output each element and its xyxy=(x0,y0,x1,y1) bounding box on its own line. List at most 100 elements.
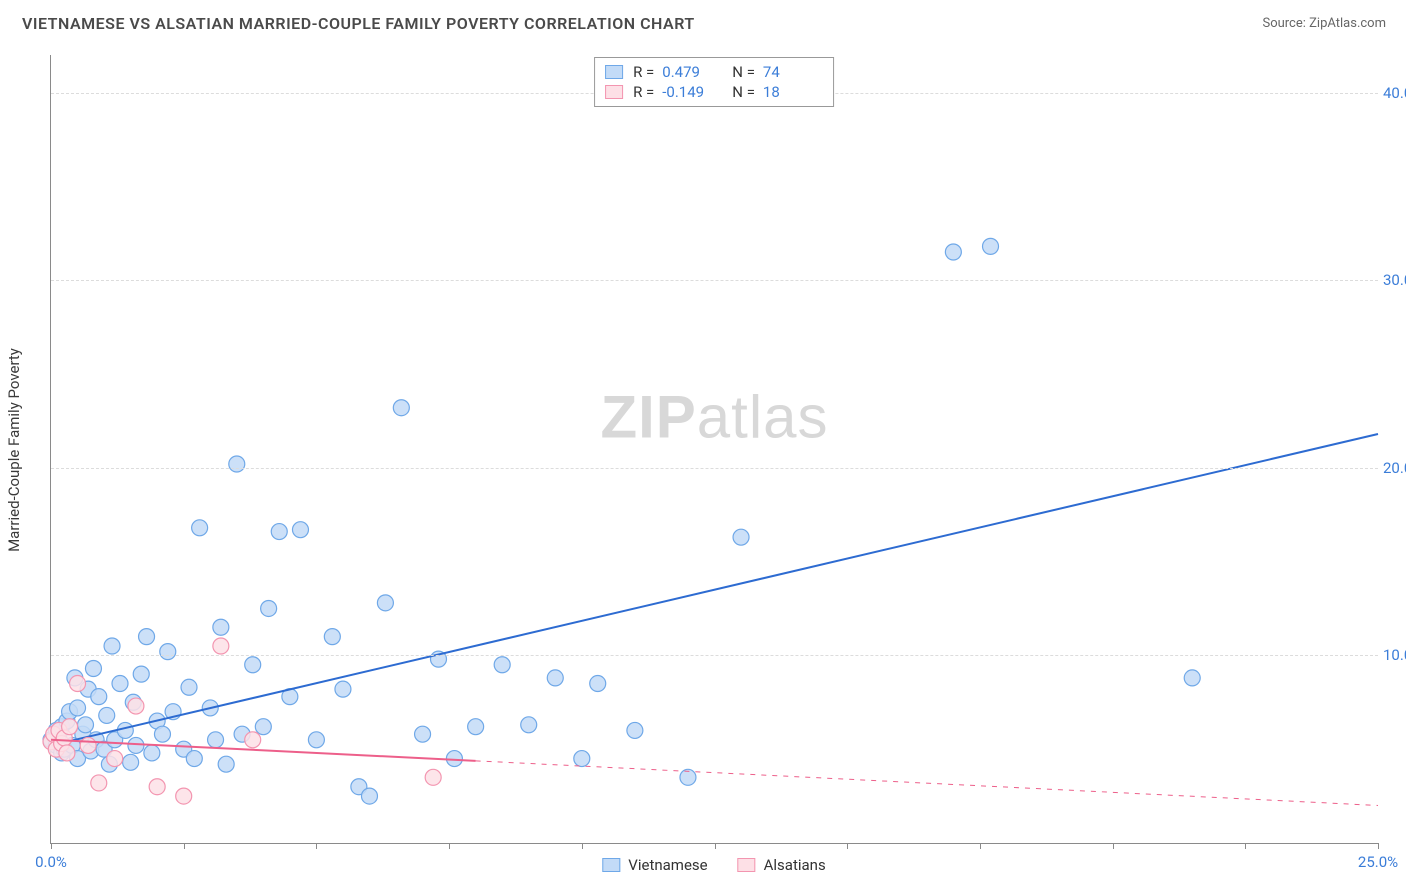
data-point xyxy=(261,600,277,616)
data-point xyxy=(62,719,78,735)
series-legend: Vietnamese Alsatians xyxy=(602,856,825,874)
data-point xyxy=(91,689,107,705)
data-point xyxy=(521,717,537,733)
data-point xyxy=(292,522,308,538)
data-point xyxy=(78,717,94,733)
data-point xyxy=(468,719,484,735)
legend-swatch xyxy=(605,85,623,99)
source-label: Source: ZipAtlas.com xyxy=(1262,16,1386,31)
data-point xyxy=(144,745,160,761)
plot-area: ZIPatlas 10.0%20.0%30.0%40.0%0.0%25.0% xyxy=(50,55,1378,844)
corr-r-label: R = xyxy=(633,83,654,101)
data-point xyxy=(139,629,155,645)
data-point xyxy=(59,745,75,761)
corr-legend-row: R = 0.479 N = 74 xyxy=(605,62,823,82)
x-tick xyxy=(1245,843,1246,849)
data-point xyxy=(1184,670,1200,686)
y-axis-label: Married-Couple Family Poverty xyxy=(5,348,23,552)
data-point xyxy=(425,769,441,785)
y-tick-label: 40.0% xyxy=(1383,84,1406,102)
data-point xyxy=(70,700,86,716)
corr-legend-row: R = -0.149 N = 18 xyxy=(605,82,823,102)
data-point xyxy=(218,756,234,772)
data-point xyxy=(308,732,324,748)
data-point xyxy=(574,751,590,767)
chart-container: Married-Couple Family Poverty ZIPatlas 1… xyxy=(50,55,1378,844)
data-point xyxy=(99,707,115,723)
scatter-plot xyxy=(51,55,1378,843)
corr-r-value: -0.149 xyxy=(662,83,714,101)
data-point xyxy=(945,244,961,260)
gridline xyxy=(51,655,1378,656)
data-point xyxy=(208,732,224,748)
correlation-legend: R = 0.479 N = 74 R = -0.149 N = 18 xyxy=(594,57,834,107)
data-point xyxy=(117,722,133,738)
series-legend-item: Vietnamese xyxy=(602,856,707,874)
data-point xyxy=(213,619,229,635)
corr-r-label: R = xyxy=(633,63,654,81)
data-point xyxy=(123,754,139,770)
data-point xyxy=(733,529,749,545)
data-point xyxy=(149,779,165,795)
x-tick-label: 25.0% xyxy=(1358,853,1398,871)
series-name: Vietnamese xyxy=(628,856,707,874)
data-point xyxy=(245,732,261,748)
data-point xyxy=(229,456,245,472)
data-point xyxy=(377,595,393,611)
trend-line xyxy=(51,434,1378,745)
series-name: Alsatians xyxy=(764,856,826,874)
data-point xyxy=(80,737,96,753)
corr-r-value: 0.479 xyxy=(662,63,714,81)
data-point xyxy=(128,698,144,714)
x-tick xyxy=(847,843,848,849)
data-point xyxy=(494,657,510,673)
corr-n-label: N = xyxy=(732,83,755,101)
data-point xyxy=(85,661,101,677)
data-point xyxy=(186,751,202,767)
trend-line-dashed xyxy=(476,761,1378,806)
data-point xyxy=(104,638,120,654)
data-point xyxy=(415,726,431,742)
data-point xyxy=(590,676,606,692)
data-point xyxy=(213,638,229,654)
data-point xyxy=(91,775,107,791)
x-tick xyxy=(980,843,981,849)
x-tick xyxy=(449,843,450,849)
y-tick-label: 20.0% xyxy=(1383,459,1406,477)
data-point xyxy=(181,679,197,695)
x-tick xyxy=(184,843,185,849)
data-point xyxy=(112,676,128,692)
chart-title: VIETNAMESE VS ALSATIAN MARRIED-COUPLE FA… xyxy=(22,14,695,33)
data-point xyxy=(160,644,176,660)
data-point xyxy=(133,666,149,682)
data-point xyxy=(245,657,261,673)
gridline xyxy=(51,280,1378,281)
x-tick xyxy=(715,843,716,849)
x-tick-label: 0.0% xyxy=(35,853,67,871)
x-tick xyxy=(582,843,583,849)
series-legend-item: Alsatians xyxy=(738,856,826,874)
corr-n-value: 18 xyxy=(763,83,815,101)
x-tick xyxy=(1378,843,1379,849)
corr-n-value: 74 xyxy=(763,63,815,81)
corr-n-label: N = xyxy=(732,63,755,81)
data-point xyxy=(107,751,123,767)
data-point xyxy=(154,726,170,742)
data-point xyxy=(627,722,643,738)
data-point xyxy=(271,524,287,540)
legend-swatch xyxy=(738,858,756,872)
data-point xyxy=(192,520,208,536)
data-point xyxy=(335,681,351,697)
data-point xyxy=(128,737,144,753)
data-point xyxy=(983,238,999,254)
legend-swatch xyxy=(605,65,623,79)
data-point xyxy=(70,676,86,692)
data-point xyxy=(324,629,340,645)
x-tick xyxy=(51,843,52,849)
data-point xyxy=(547,670,563,686)
data-point xyxy=(255,719,271,735)
x-tick xyxy=(1113,843,1114,849)
legend-swatch xyxy=(602,858,620,872)
data-point xyxy=(176,788,192,804)
y-tick-label: 30.0% xyxy=(1383,271,1406,289)
